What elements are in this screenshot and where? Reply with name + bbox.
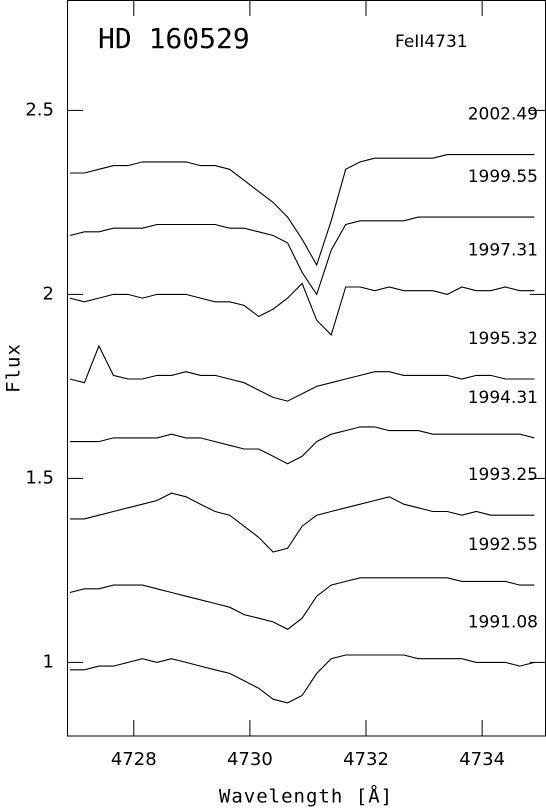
- x-tick-label: 4732: [343, 749, 389, 770]
- spectrum-line: [69, 654, 535, 704]
- spectrum-line: [69, 426, 535, 465]
- spectrum-line: [69, 154, 535, 267]
- y-tick-label: 2.5: [25, 99, 54, 120]
- plot-area: [69, 154, 535, 704]
- series-label: 2002.49: [468, 105, 538, 125]
- series-label: 1991.08: [468, 612, 538, 632]
- x-tick-label: 4730: [227, 749, 273, 770]
- spectrum-line: [69, 216, 535, 296]
- chart-subtitle: FeII4731: [395, 32, 468, 52]
- series-label: 1997.31: [468, 241, 538, 261]
- y-tick-label: 2: [43, 283, 54, 304]
- spectrum-line: [69, 282, 535, 336]
- spectrum-line: [69, 577, 535, 630]
- series-label: 1994.31: [468, 388, 538, 408]
- y-axis-title: Flux: [3, 343, 25, 393]
- series-label: 1999.55: [468, 167, 538, 187]
- spectrum-line: [69, 492, 535, 553]
- x-tick-label: 4734: [459, 749, 505, 770]
- series-label: 1993.25: [468, 465, 538, 485]
- y-tick-label: 1.5: [25, 467, 54, 488]
- series-label: 1992.55: [468, 535, 538, 555]
- x-axis-title: Wavelength [Å]: [219, 785, 393, 808]
- spectrum-line: [69, 344, 535, 402]
- y-tick-label: 1: [43, 651, 54, 672]
- series-label: 1995.32: [468, 329, 538, 349]
- chart-title: HD 160529: [98, 22, 250, 55]
- x-tick-label: 4728: [111, 749, 157, 770]
